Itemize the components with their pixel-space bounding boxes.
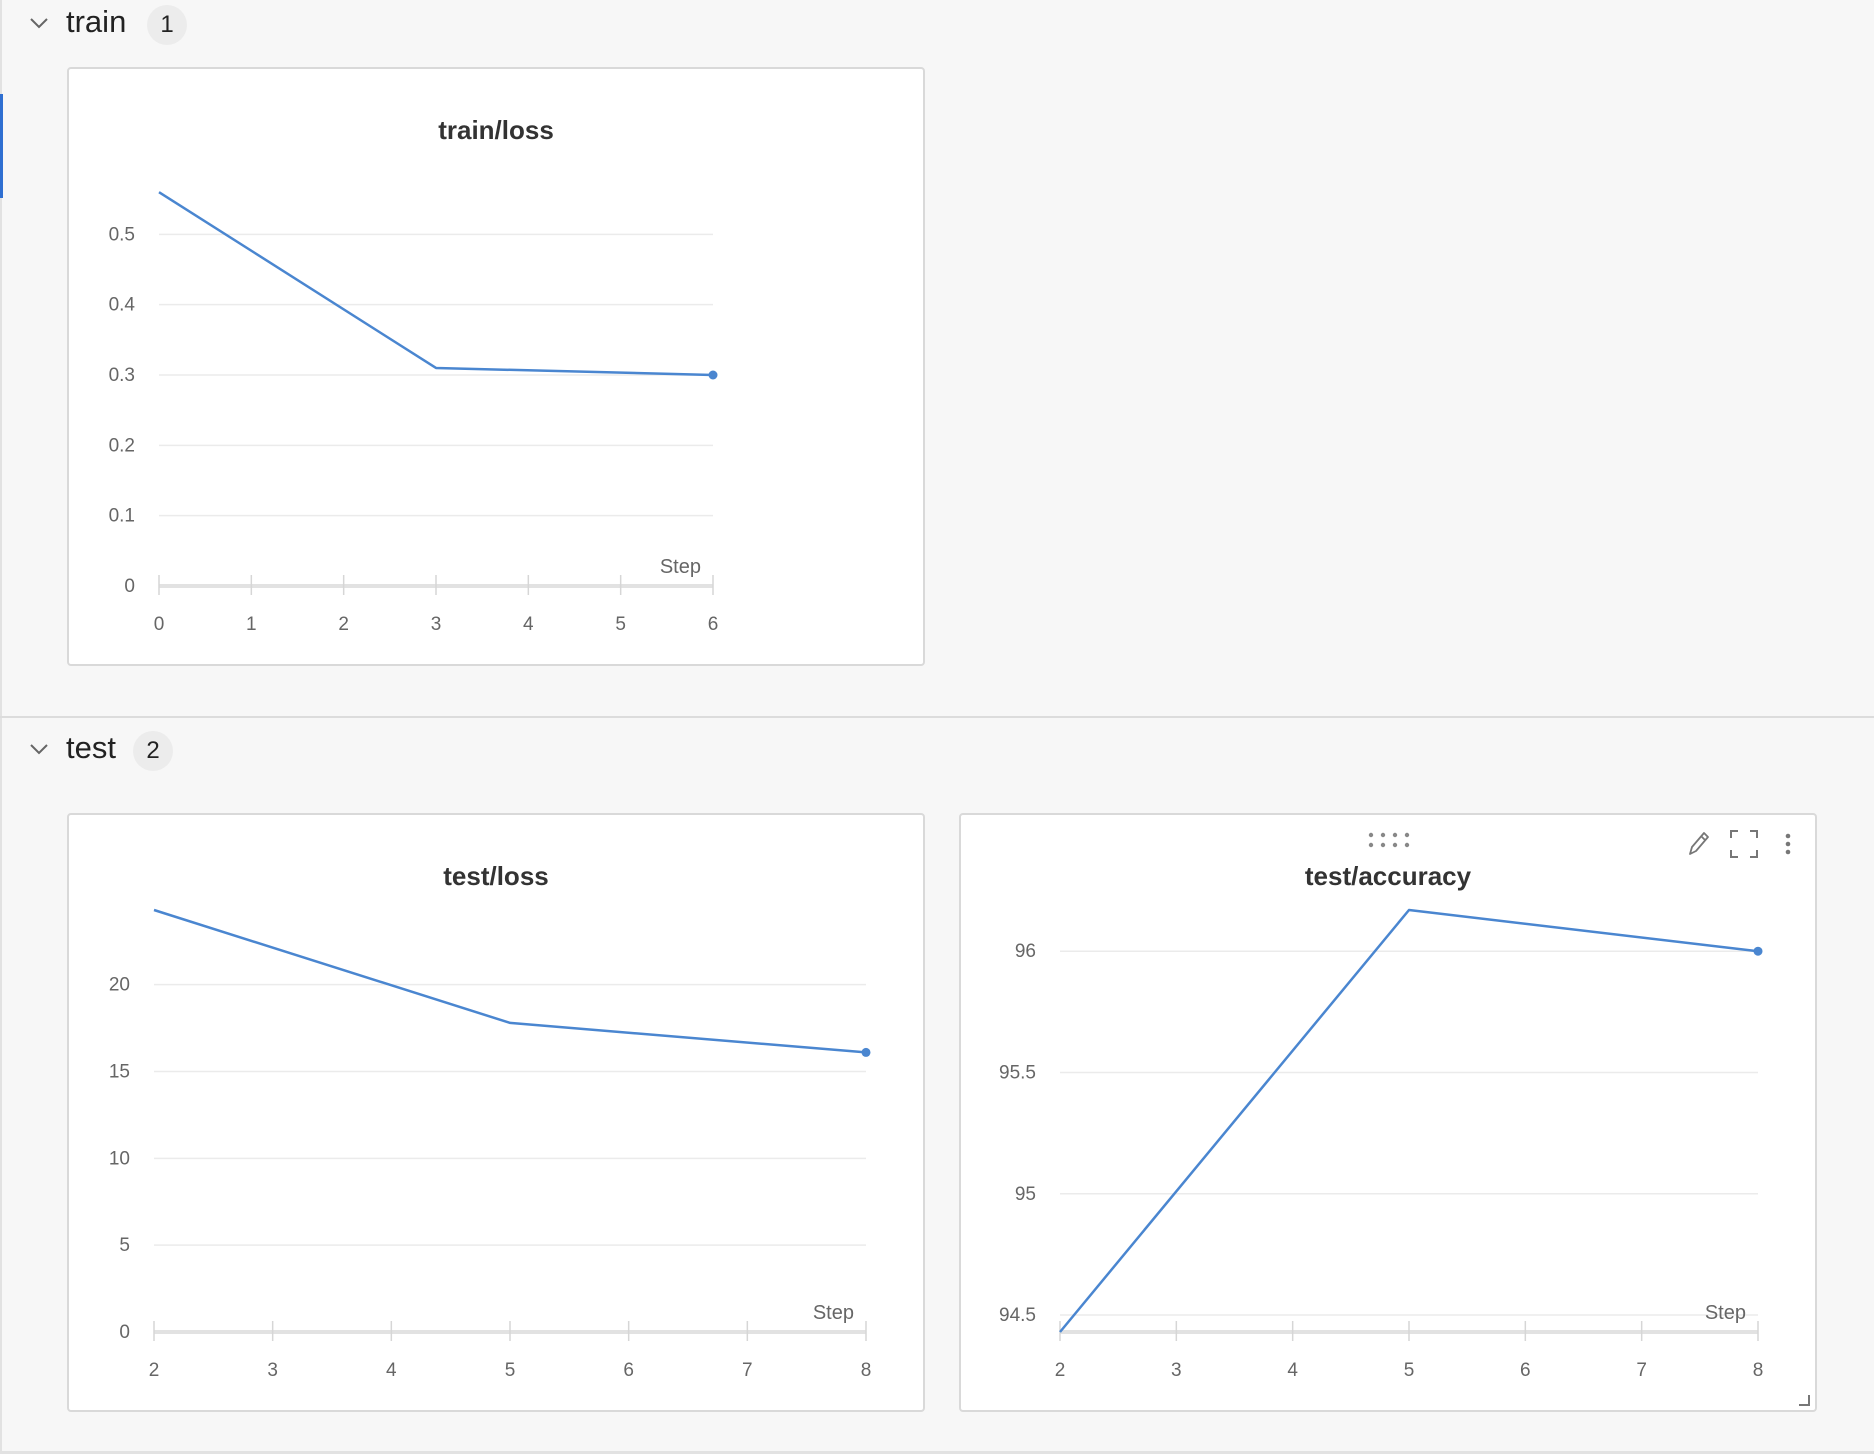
pencil-icon[interactable] — [1685, 829, 1711, 859]
x-tick-label: 4 — [386, 1360, 397, 1381]
x-tick-label: 7 — [742, 1360, 753, 1381]
last-point-marker — [1753, 946, 1763, 956]
y-tick-label: 0 — [124, 576, 135, 597]
section-train: train 1 train/loss 0 0.1 0.2 0.3 0.4 0.5 0 1 2 3 4… — [0, 0, 1874, 718]
x-axis-title: Step — [1705, 1302, 1746, 1324]
series-line — [153, 908, 867, 1054]
chevron-down-icon[interactable] — [28, 12, 50, 34]
last-point-marker — [708, 370, 718, 380]
x-tick-label: 7 — [1636, 1360, 1647, 1381]
x-tick-label: 5 — [615, 614, 626, 635]
y-tick-label: 0 — [119, 1322, 130, 1343]
x-tick-label: 6 — [623, 1360, 634, 1381]
y-tick-label: 95 — [1015, 1184, 1036, 1205]
x-tick-label: 0 — [154, 614, 165, 635]
series-line — [1059, 908, 1759, 1333]
x-tick-label: 4 — [523, 614, 534, 635]
resize-corner-icon[interactable] — [1797, 1393, 1811, 1407]
panel-title: test/loss — [443, 861, 549, 891]
more-vertical-icon[interactable] — [1783, 829, 1793, 859]
y-tick-label: 96 — [1015, 941, 1036, 962]
line-chart: 0 5 10 15 20 2 3 4 5 6 7 8 Step — [109, 908, 872, 1381]
panel-title: test/accuracy — [1304, 861, 1472, 891]
panel-train-loss[interactable]: train/loss 0 0.1 0.2 0.3 0.4 0.5 0 1 2 3 4 5 6 Step — [67, 67, 925, 666]
y-tick-label: 5 — [119, 1235, 130, 1256]
x-tick-label: 6 — [1520, 1360, 1531, 1381]
fullscreen-icon[interactable] — [1729, 829, 1759, 859]
x-tick-label: 5 — [1404, 1360, 1415, 1381]
x-axis-title: Step — [660, 556, 701, 578]
drag-handle-icon[interactable] — [1366, 831, 1412, 849]
section-test: test 2 test/loss 0 5 10 15 20 2 3 4 5 6 7 8 Step tes… — [0, 718, 1874, 1451]
y-tick-label: 20 — [109, 975, 130, 996]
y-tick-label: 0.4 — [109, 295, 136, 316]
line-chart: 94.5 95 95.5 96 2 3 4 5 6 7 8 Step — [999, 908, 1764, 1381]
left-border — [0, 0, 2, 1454]
y-tick-label: 10 — [109, 1148, 130, 1169]
line-chart: 0 0.1 0.2 0.3 0.4 0.5 0 1 2 3 4 5 6 Step — [109, 191, 719, 635]
bottom-border — [0, 1451, 1874, 1454]
y-tick-label: 95.5 — [999, 1062, 1036, 1083]
x-tick-label: 2 — [1055, 1360, 1066, 1381]
x-tick-label: 2 — [338, 614, 349, 635]
x-tick-label: 3 — [431, 614, 442, 635]
y-tick-label: 15 — [109, 1062, 130, 1083]
x-tick-label: 3 — [267, 1360, 278, 1381]
x-tick-label: 1 — [246, 614, 257, 635]
active-indicator — [0, 94, 3, 198]
x-tick-label: 4 — [1287, 1360, 1298, 1381]
section-count-badge: 1 — [147, 5, 187, 45]
x-tick-label: 8 — [861, 1360, 872, 1381]
y-tick-label: 0.3 — [109, 365, 135, 386]
x-tick-label: 3 — [1171, 1360, 1182, 1381]
section-title: train — [66, 4, 127, 39]
x-axis-title: Step — [813, 1302, 854, 1324]
series-line — [158, 191, 714, 377]
x-tick-label: 6 — [708, 614, 719, 635]
y-tick-label: 0.1 — [109, 506, 135, 527]
section-title: test — [66, 730, 116, 765]
x-tick-label: 5 — [505, 1360, 516, 1381]
panel-test-accuracy[interactable]: test/accuracy 94.5 95 95.5 96 2 3 4 5 6 7 8 Step — [959, 813, 1817, 1412]
x-tick-label: 8 — [1753, 1360, 1764, 1381]
x-tick-label: 2 — [149, 1360, 160, 1381]
panel-title: train/loss — [438, 115, 554, 145]
y-tick-label: 0.5 — [109, 224, 135, 245]
y-tick-label: 0.2 — [109, 435, 135, 456]
section-count-badge: 2 — [133, 731, 173, 771]
y-tick-label: 94.5 — [999, 1305, 1036, 1326]
last-point-marker — [861, 1047, 871, 1057]
chevron-down-icon[interactable] — [28, 738, 50, 760]
panel-test-loss[interactable]: test/loss 0 5 10 15 20 2 3 4 5 6 7 8 Step — [67, 813, 925, 1412]
